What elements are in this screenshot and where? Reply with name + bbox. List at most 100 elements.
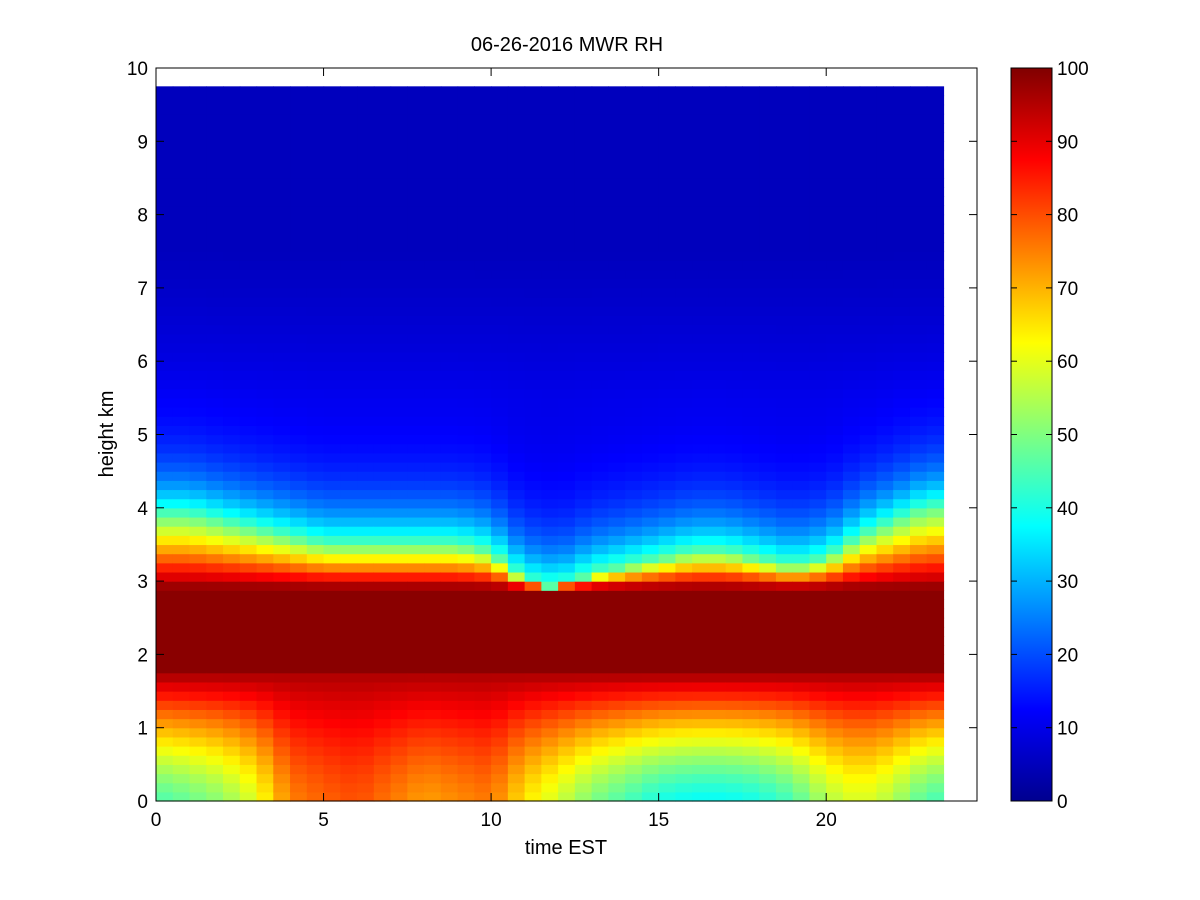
heatmap-cell [792, 727, 811, 738]
heatmap-cell [625, 489, 643, 500]
heatmap-cell [256, 232, 274, 243]
heatmap-cell [826, 581, 844, 591]
heatmap-cell [273, 746, 291, 756]
heatmap-cell [759, 388, 777, 399]
heatmap-cell [759, 251, 777, 262]
heatmap-cell [759, 590, 777, 601]
heatmap-cell [541, 645, 559, 655]
heatmap-cell [256, 727, 274, 738]
heatmap-cell [206, 397, 224, 408]
heatmap-cell [574, 535, 593, 546]
heatmap-cell [457, 471, 475, 481]
heatmap-cell [306, 746, 325, 756]
heatmap-cell [926, 187, 945, 197]
heatmap-cell [491, 223, 509, 234]
heatmap-cell [558, 205, 576, 216]
heatmap-cell [909, 416, 928, 426]
heatmap-cell [558, 645, 576, 655]
heatmap-cell [658, 709, 677, 720]
heatmap-cell [524, 416, 542, 426]
heatmap-cell [491, 342, 509, 353]
heatmap-cell [893, 342, 911, 353]
heatmap-cell [256, 122, 274, 133]
heatmap-cell [792, 196, 811, 207]
heatmap-cell [474, 407, 492, 417]
heatmap-cell [440, 278, 459, 289]
heatmap-cell [826, 782, 844, 793]
heatmap-cell [775, 471, 794, 481]
heatmap-cell [407, 718, 425, 729]
heatmap-cell [658, 764, 677, 775]
heatmap-cell [223, 324, 241, 335]
heatmap-cell [273, 86, 291, 97]
heatmap-cell [524, 764, 542, 775]
heatmap-cell [608, 177, 626, 188]
heatmap-cell [842, 755, 861, 765]
heatmap-cell [625, 461, 643, 472]
heatmap-cell [290, 571, 308, 582]
heatmap-cell [859, 718, 878, 729]
heatmap-cell [457, 654, 475, 665]
heatmap-cell [239, 746, 258, 756]
heatmap-cell [893, 782, 911, 793]
heatmap-cell [658, 407, 677, 417]
heatmap-cell [407, 746, 425, 756]
heatmap-cell [759, 232, 777, 243]
heatmap-cell [574, 205, 593, 216]
heatmap-cell [893, 663, 911, 674]
heatmap-cell [725, 654, 744, 665]
heatmap-cell [524, 755, 542, 765]
heatmap-cell [440, 352, 459, 362]
heatmap-cell [926, 324, 945, 335]
heatmap-cell [742, 86, 760, 97]
heatmap-cell [926, 636, 945, 646]
heatmap-cell [340, 764, 358, 775]
heatmap-cell [306, 407, 325, 417]
heatmap-cell [524, 434, 542, 445]
heatmap-cell [574, 315, 593, 326]
heatmap-cell [826, 544, 844, 555]
heatmap-cell [524, 150, 542, 161]
heatmap-cell [256, 287, 274, 298]
heatmap-cell [759, 86, 777, 97]
heatmap-cell [357, 397, 375, 408]
heatmap-cell [692, 471, 710, 481]
heatmap-cell [156, 278, 174, 289]
heatmap-cell [172, 177, 191, 188]
heatmap-cell [809, 553, 827, 564]
heatmap-cell [507, 214, 526, 225]
heatmap-cell [373, 205, 392, 216]
heatmap-cell [926, 269, 945, 280]
heatmap-cell [390, 535, 408, 546]
heatmap-cell [558, 590, 576, 601]
heatmap-cell [876, 581, 894, 591]
heatmap-cell [541, 434, 559, 445]
heatmap-cell [457, 86, 475, 97]
heatmap-cell [189, 727, 207, 738]
heatmap-cell [206, 590, 224, 601]
heatmap-cell [742, 645, 760, 655]
heatmap-cell [172, 681, 191, 692]
heatmap-cell [926, 214, 945, 225]
heatmap-cell [541, 516, 559, 527]
heatmap-cell [440, 242, 459, 252]
heatmap-cell [926, 791, 945, 802]
heatmap-cell [239, 361, 258, 371]
heatmap-cell [340, 709, 358, 720]
heatmap-cell [491, 269, 509, 280]
heatmap-cell [424, 791, 442, 802]
heatmap-cell [239, 122, 258, 133]
heatmap-cell [223, 626, 241, 637]
heatmap-cell [156, 461, 174, 472]
heatmap-cell [775, 663, 794, 674]
heatmap-cell [290, 287, 308, 298]
heatmap-cell [893, 141, 911, 152]
heatmap-cell [290, 122, 308, 133]
heatmap-cell [457, 425, 475, 436]
heatmap-cell [574, 617, 593, 628]
heatmap-cell [524, 425, 542, 436]
heatmap-cell [474, 306, 492, 316]
heatmap-cell [172, 544, 191, 555]
heatmap-cell [189, 526, 207, 536]
heatmap-cell [742, 324, 760, 335]
